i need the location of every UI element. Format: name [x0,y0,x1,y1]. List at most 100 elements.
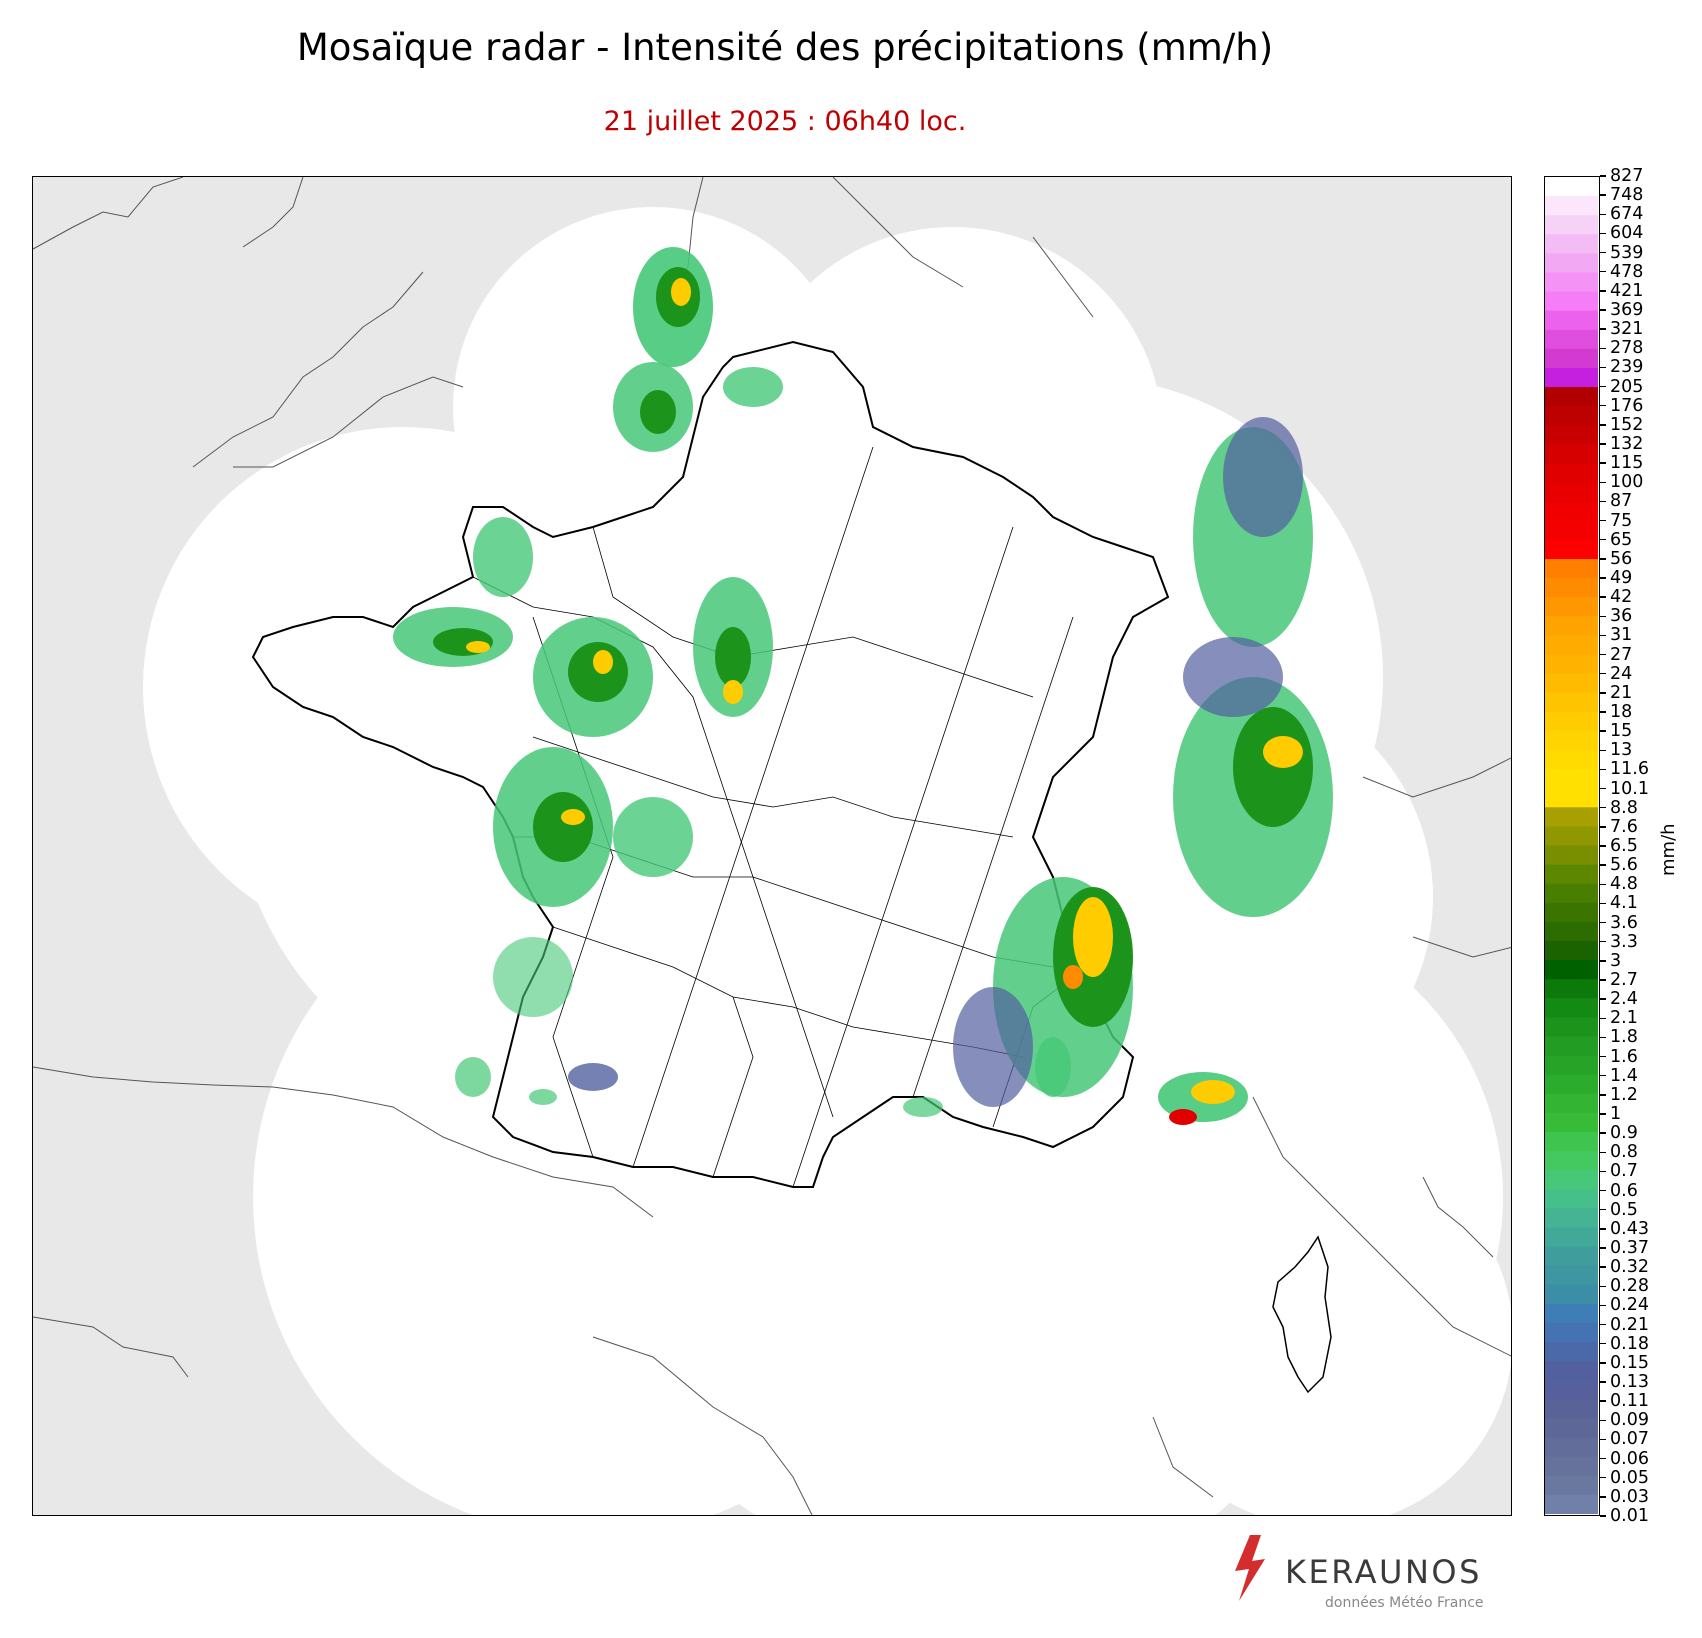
colorbar-tick: 24 [1600,664,1632,684]
colorbar-tick: 0.28 [1600,1276,1649,1296]
colorbar-segment [1545,559,1598,579]
colorbar-segment [1545,883,1598,904]
colorbar-tick: 5.6 [1600,855,1638,875]
intensity-colorbar [1544,176,1600,1516]
colorbar-tick-labels: 827 748 674 604 539 478 421 369 321 278 239 205 176 1… [1600,167,1670,1525]
colorbar-segment [1545,177,1598,197]
colorbar-segment [1545,616,1598,636]
colorbar-segment [1545,215,1598,235]
colorbar-segment [1545,196,1598,216]
colorbar-segment [1545,1342,1598,1362]
colorbar-tick: 7.6 [1600,817,1638,837]
colorbar-tick: 421 [1600,281,1643,301]
colorbar-tick: 1.4 [1600,1066,1638,1086]
colorbar-segment [1545,1074,1598,1095]
colorbar-segment [1545,1399,1598,1420]
colorbar-segment [1545,826,1598,847]
colorbar-segment [1545,1437,1598,1458]
colorbar-segment [1545,520,1598,541]
colorbar-segment [1545,1227,1598,1248]
colorbar-segment [1545,1170,1598,1190]
colorbar-tick: 10.1 [1600,779,1649,799]
colorbar-tick: 1.6 [1600,1047,1638,1067]
colorbar-tick: 0.32 [1600,1257,1649,1277]
colorbar-tick: 0.5 [1600,1200,1638,1220]
colorbar-tick: 65 [1600,530,1632,550]
colorbar-tick: 87 [1600,491,1632,511]
colorbar-tick: 827 [1600,166,1643,186]
colorbar-segment [1545,1494,1598,1514]
colorbar-segment [1545,310,1598,331]
colorbar-segment [1545,692,1598,713]
colorbar-segment [1545,730,1598,751]
colorbar-tick: 42 [1600,587,1632,607]
colorbar-segment [1545,941,1598,961]
colorbar-tick: 748 [1600,185,1643,205]
colorbar-segment [1545,597,1598,617]
colorbar-segment [1545,348,1598,369]
colorbar-segment [1545,463,1598,484]
colorbar-tick: 132 [1600,434,1643,454]
map-title: Mosaïque radar - Intensité des précipita… [296,26,1274,69]
colorbar-segment [1545,960,1598,980]
colorbar-tick: 4.1 [1600,893,1638,913]
colorbar-segment [1545,368,1598,388]
lightning-bolt-icon [1235,1535,1265,1601]
colorbar-tick: 278 [1600,338,1643,358]
colorbar-segment [1545,444,1598,465]
colorbar-tick: 0.13 [1600,1372,1649,1392]
colorbar-segment [1545,921,1598,942]
colorbar-tick: 100 [1600,472,1643,492]
colorbar-segment [1545,1208,1598,1229]
colorbar-segment [1545,578,1598,598]
colorbar-segment [1545,1380,1598,1400]
colorbar-segment [1545,501,1598,522]
colorbar-tick: 0.05 [1600,1468,1649,1488]
colorbar-segment [1545,1475,1598,1496]
colorbar-segment [1545,1418,1598,1439]
colorbar-tick: 0.18 [1600,1334,1649,1354]
colorbar-tick: 0.03 [1600,1487,1649,1507]
colorbar-tick: 152 [1600,415,1643,435]
colorbar-segment [1545,425,1598,445]
colorbar-segment [1545,1112,1598,1133]
radar-map-canvas [33,177,1511,1515]
colorbar-tick: 3.3 [1600,932,1638,952]
colorbar-segment [1545,291,1598,312]
colorbar-tick: 539 [1600,243,1643,263]
colorbar-tick: 369 [1600,300,1643,320]
colorbar-segment [1545,1036,1598,1057]
colorbar-segment [1545,635,1598,656]
colorbar-segment [1545,1303,1598,1324]
colorbar-tick: 0.9 [1600,1123,1638,1143]
colorbar-segment [1545,234,1598,254]
colorbar-unit-label: mm/h [1658,823,1679,876]
colorbar-segment [1545,1284,1598,1305]
colorbar-tick: 4.8 [1600,874,1638,894]
colorbar-tick: 6.5 [1600,836,1638,856]
colorbar-segment [1545,1361,1598,1381]
colorbar-segment [1545,979,1598,999]
colorbar-tick: 75 [1600,511,1632,531]
colorbar-tick: 674 [1600,204,1643,224]
radar-map[interactable] [32,176,1512,1516]
colorbar-segment [1545,711,1598,732]
colorbar-tick: 18 [1600,702,1632,722]
colorbar-segment [1545,406,1598,426]
colorbar-tick: 0.37 [1600,1238,1649,1258]
colorbar-segment [1545,1151,1598,1171]
colorbar-segment [1545,788,1598,808]
colorbar-tick: 56 [1600,549,1632,569]
colorbar-segment [1545,864,1598,885]
colorbar-segment [1545,807,1598,827]
colorbar-tick: 36 [1600,606,1632,626]
colorbar-segment [1545,1017,1598,1038]
colorbar-tick: 115 [1600,453,1643,473]
colorbar-segment [1545,1055,1598,1076]
colorbar-segment [1545,253,1598,274]
colorbar-segment [1545,482,1598,503]
colorbar-segment [1545,673,1598,694]
colorbar-tick: 1 [1600,1104,1621,1124]
colorbar-segment [1545,329,1598,350]
colorbar-segment [1545,272,1598,293]
